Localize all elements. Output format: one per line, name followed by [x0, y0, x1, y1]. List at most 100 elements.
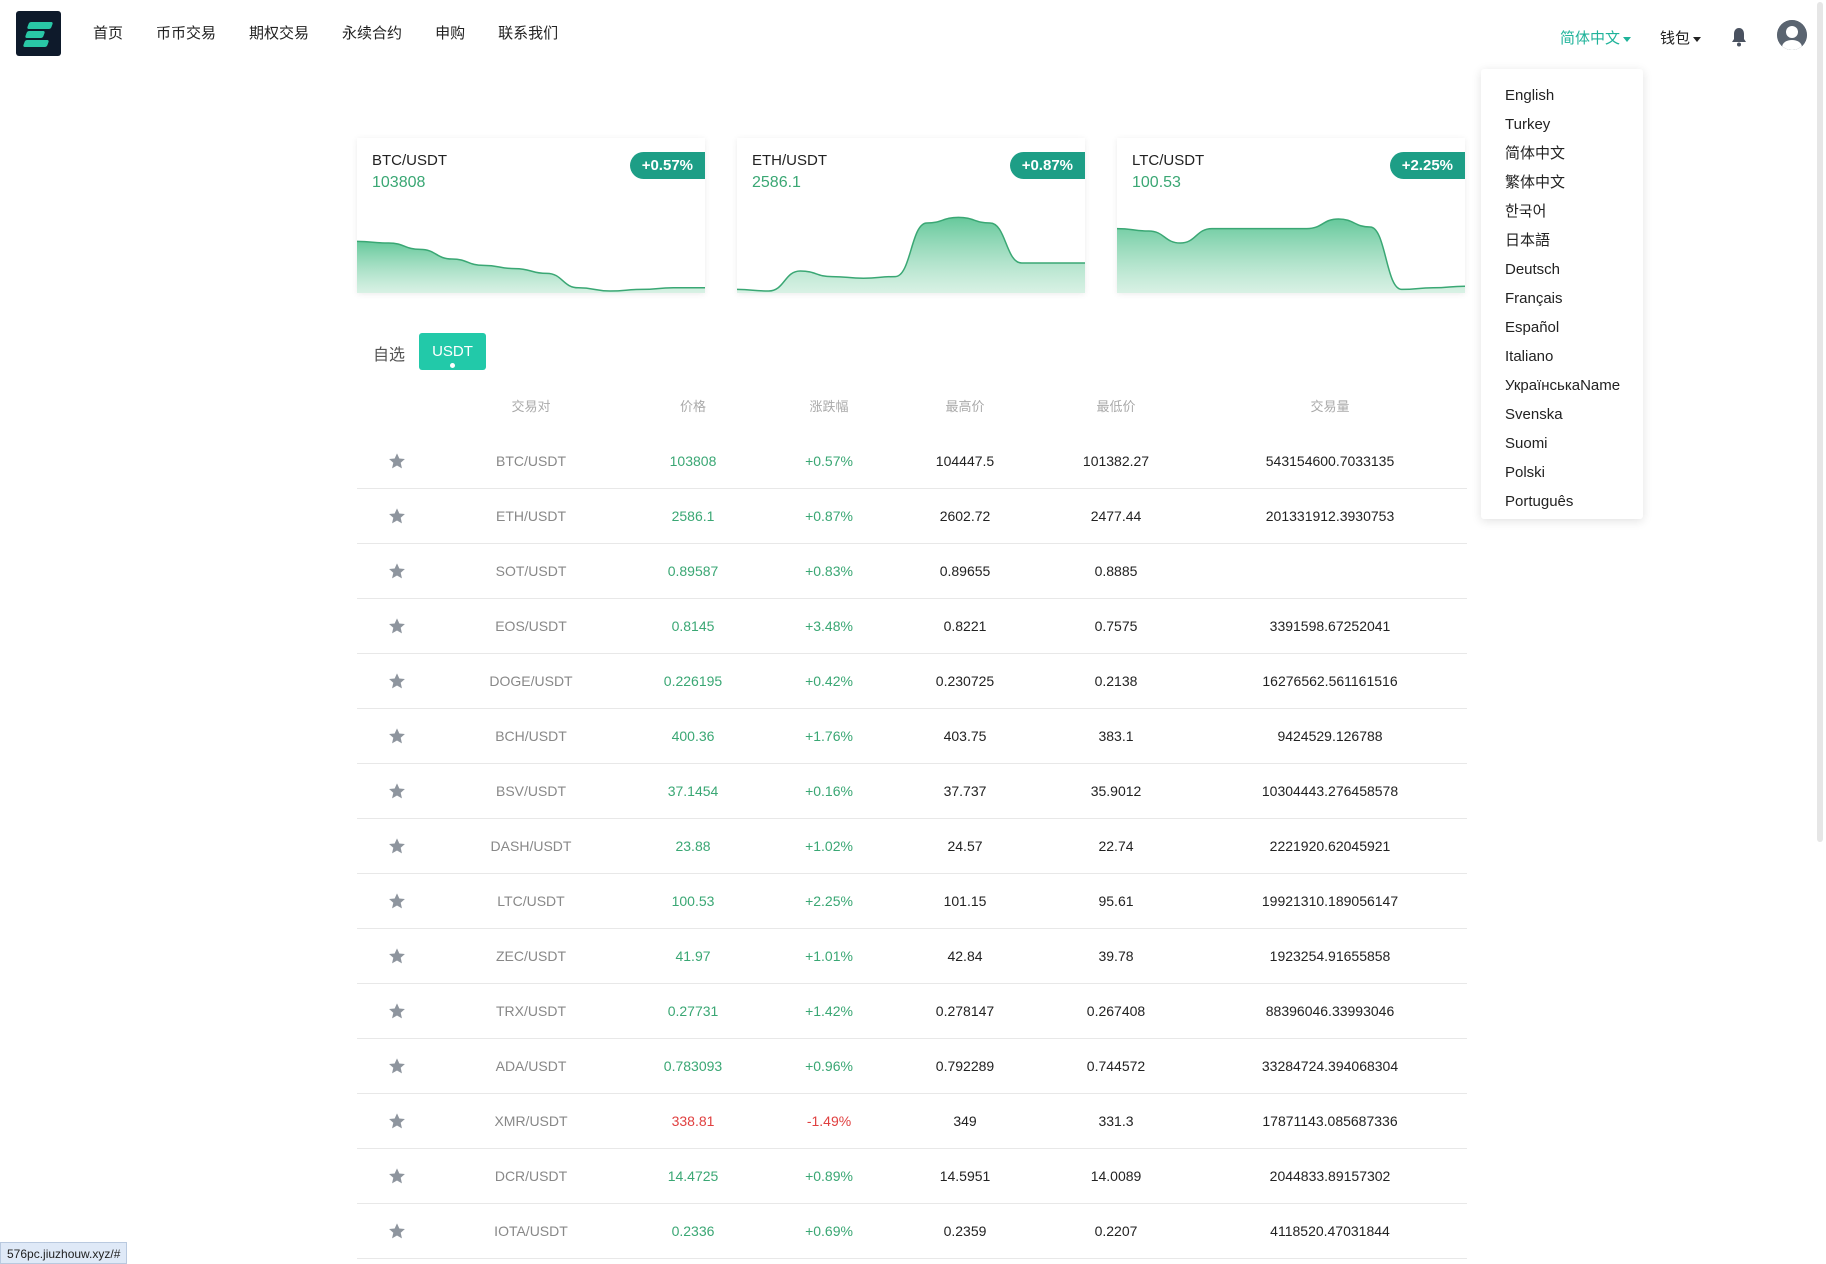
favorite-star-icon[interactable] — [388, 1057, 406, 1075]
sparkline-line — [1117, 218, 1465, 291]
favorite-star-icon[interactable] — [388, 562, 406, 580]
favorite-star-icon[interactable] — [388, 617, 406, 635]
user-avatar-icon[interactable] — [1777, 20, 1807, 50]
cell-pair: LTC/USDT — [497, 893, 565, 909]
nav-item-subscribe[interactable]: 申购 — [435, 25, 466, 42]
table-row[interactable]: TRX/USDT 0.27731 +1.42% 0.278147 0.267408 883… — [357, 984, 1467, 1039]
market-card-btc[interactable]: BTC/USDT 103808 +0.57% — [357, 138, 705, 293]
language-option[interactable]: 한국어 — [1505, 203, 1547, 220]
sparkline-area — [737, 217, 1085, 293]
cell-high: 403.75 — [943, 728, 987, 744]
language-dropdown: English Turkey 简体中文 繁体中文 한국어 日本語 Deutsch… — [1481, 69, 1643, 519]
favorite-star-icon[interactable] — [388, 1222, 406, 1240]
language-option[interactable]: 日本語 — [1505, 232, 1551, 249]
logo-icon[interactable] — [16, 11, 61, 56]
language-selector[interactable]: 简体中文 — [1560, 27, 1632, 48]
tab-usdt[interactable]: USDT — [419, 333, 486, 370]
table-row[interactable]: DCR/USDT 14.4725 +0.89% 14.5951 14.0089 20448… — [357, 1149, 1467, 1204]
language-option[interactable]: Deutsch — [1505, 261, 1561, 278]
table-row[interactable]: ETH/USDT 2586.1 +0.87% 2602.72 2477.44 201331… — [357, 489, 1467, 544]
nav-item-perpetual[interactable]: 永续合约 — [342, 25, 403, 42]
table-row[interactable]: XMR/USDT 338.81 -1.49% 349 331.3 17871143.085… — [357, 1094, 1467, 1149]
cell-price: 23.88 — [675, 838, 711, 854]
table-row[interactable]: BTC/USDT 103808 +0.57% 104447.5 101382.27 543… — [357, 434, 1467, 489]
table-row[interactable]: DOGE/USDT 0.226195 +0.42% 0.230725 0.2138 162… — [357, 654, 1467, 709]
language-option[interactable]: Turkey — [1505, 116, 1551, 133]
cell-price: 14.4725 — [667, 1168, 719, 1184]
cell-change: +0.57% — [805, 453, 853, 469]
cell-volume: 33284724.394068304 — [1261, 1058, 1399, 1074]
card-sparkline — [737, 216, 1085, 293]
favorite-star-icon[interactable] — [388, 1167, 406, 1185]
cell-change: +1.76% — [805, 728, 853, 744]
nav-item-options[interactable]: 期权交易 — [249, 25, 310, 42]
cell-volume: 543154600.7033135 — [1265, 453, 1395, 469]
cell-low: 383.1 — [1098, 728, 1134, 744]
nav-item-home[interactable]: 首页 — [93, 25, 124, 42]
market-card-ltc[interactable]: LTC/USDT 100.53 +2.25% — [1117, 138, 1465, 293]
sparkline-area — [1117, 219, 1465, 293]
language-option[interactable]: Português — [1505, 493, 1574, 510]
cell-volume: 9424529.126788 — [1277, 728, 1383, 744]
wallet-menu[interactable]: 钱包 — [1660, 27, 1702, 48]
favorite-star-icon[interactable] — [388, 727, 406, 745]
language-option[interactable]: 繁体中文 — [1505, 174, 1566, 191]
sparkline-area — [357, 241, 705, 293]
table-row[interactable]: IOTA/USDT 0.2336 +0.69% 0.2359 0.2207 4118520… — [357, 1204, 1467, 1259]
language-option[interactable]: Español — [1505, 319, 1560, 336]
table-row[interactable]: SOT/USDT 0.89587 +0.83% 0.89655 0.8885 — [357, 544, 1467, 599]
table-row[interactable]: EOS/USDT 0.8145 +3.48% 0.8221 0.7575 3391598.… — [357, 599, 1467, 654]
caret-down-icon — [1623, 36, 1632, 42]
language-option[interactable]: English — [1505, 87, 1555, 104]
language-option[interactable]: Suomi — [1505, 435, 1548, 452]
table-row[interactable]: BSV/USDT 37.1454 +0.16% 37.737 35.9012 103044… — [357, 764, 1467, 819]
nav-item-contact[interactable]: 联系我们 — [498, 25, 559, 42]
cell-change: +0.96% — [805, 1058, 853, 1074]
bell-icon[interactable] — [1730, 27, 1748, 47]
language-option[interactable]: 简体中文 — [1505, 145, 1566, 162]
cell-price: 41.97 — [675, 948, 711, 964]
nav-item-spot[interactable]: 币币交易 — [156, 25, 217, 42]
tab-favorites[interactable]: 自选 — [373, 347, 406, 364]
favorite-star-icon[interactable] — [388, 1112, 406, 1130]
favorite-star-icon[interactable] — [388, 947, 406, 965]
favorite-star-icon[interactable] — [388, 672, 406, 690]
favorite-star-icon[interactable] — [388, 1002, 406, 1020]
table-row[interactable]: DASH/USDT 23.88 +1.02% 24.57 22.74 2221920.62… — [357, 819, 1467, 874]
table-row[interactable]: ADA/USDT 0.783093 +0.96% 0.792289 0.744572 33… — [357, 1039, 1467, 1094]
table-row[interactable]: BCH/USDT 400.36 +1.76% 403.75 383.1 9424529.1… — [357, 709, 1467, 764]
language-option[interactable]: Italiano — [1505, 348, 1554, 365]
card-price: 2586.1 — [752, 174, 801, 191]
cell-volume: 2044833.89157302 — [1269, 1168, 1391, 1184]
cell-high: 2602.72 — [939, 508, 991, 524]
language-option[interactable]: Français — [1505, 290, 1563, 307]
favorite-star-icon[interactable] — [388, 452, 406, 470]
favorite-star-icon[interactable] — [388, 782, 406, 800]
cell-pair: ZEC/USDT — [496, 948, 566, 964]
header-low: 最低价 — [1096, 399, 1136, 414]
language-option[interactable]: Polski — [1505, 464, 1546, 481]
table-row[interactable]: ZEC/USDT 41.97 +1.01% 42.84 39.78 1923254.916… — [357, 929, 1467, 984]
tab-usdt-label: USDT — [432, 343, 473, 360]
cell-high: 24.57 — [947, 838, 983, 854]
cell-price: 0.27731 — [667, 1003, 719, 1019]
cell-high: 349 — [953, 1113, 977, 1129]
cell-volume: 17871143.085687336 — [1262, 1113, 1398, 1129]
cell-low: 22.74 — [1098, 838, 1134, 854]
favorite-star-icon[interactable] — [388, 892, 406, 910]
favorite-star-icon[interactable] — [388, 507, 406, 525]
header-high: 最高价 — [945, 399, 985, 414]
cell-high: 104447.5 — [935, 453, 995, 469]
language-option[interactable]: УкраїнськаName — [1505, 377, 1621, 394]
table-row[interactable]: LTC/USDT 100.53 +2.25% 101.15 95.61 19921310.… — [357, 874, 1467, 929]
header-volume: 交易量 — [1310, 399, 1350, 414]
cell-low: 14.0089 — [1090, 1168, 1142, 1184]
cell-volume: 2221920.62045921 — [1269, 838, 1391, 854]
scrollbar[interactable] — [1817, 2, 1823, 842]
market-card-eth[interactable]: ETH/USDT 2586.1 +0.87% — [737, 138, 1085, 293]
cell-pair: EOS/USDT — [495, 618, 567, 634]
language-option[interactable]: Svenska — [1505, 406, 1563, 423]
favorite-star-icon[interactable] — [388, 837, 406, 855]
cell-low: 2477.44 — [1090, 508, 1142, 524]
cell-low: 39.78 — [1098, 948, 1134, 964]
